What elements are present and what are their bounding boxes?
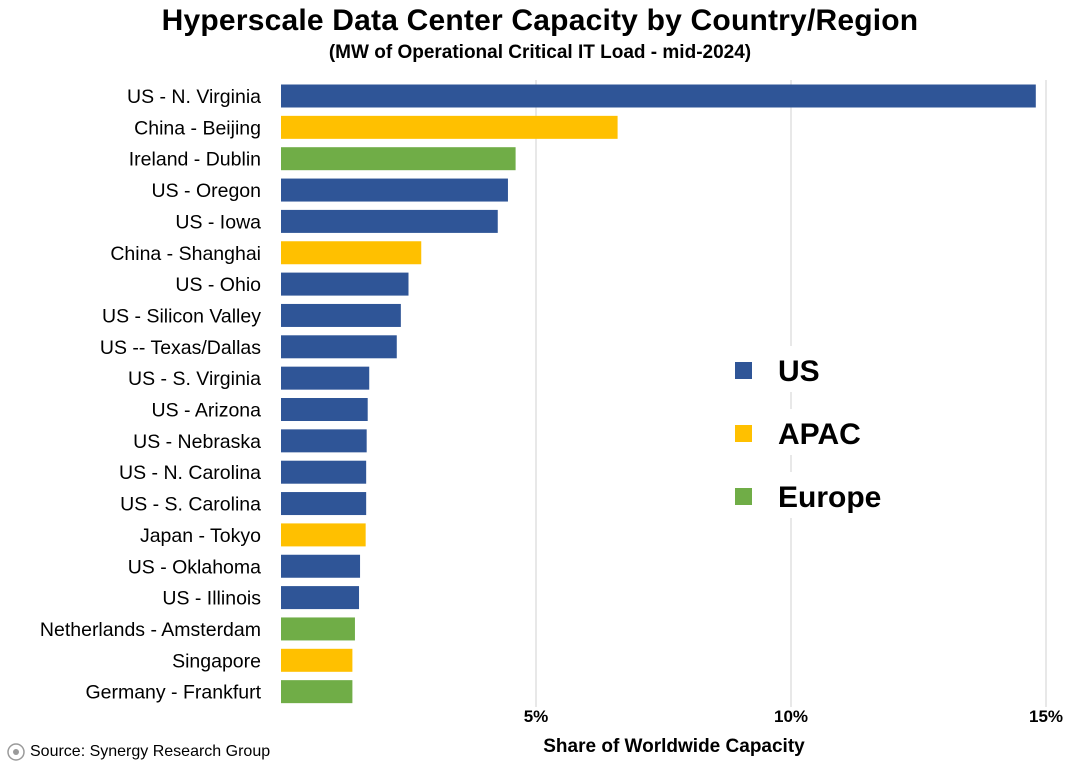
x-axis-ticks: 5% 10% 15% [524,707,1063,726]
tick-label-1: 10% [774,707,808,726]
bar-1 [281,115,618,139]
category-label-17: Netherlands - Amsterdam [40,619,261,641]
gridlines [535,80,1047,707]
category-label-4: US - Iowa [175,211,261,233]
legend-swatch-1 [735,425,752,442]
watermark-icon [7,743,25,761]
legend-backdrop-0 [729,346,899,392]
category-label-18: Singapore [172,650,261,672]
tick-label-0: 5% [524,707,549,726]
category-label-5: China - Shanghai [110,243,261,265]
legend-swatch-0 [735,362,752,379]
bar-12 [281,460,367,484]
category-labels: US - N. Virginia China - Beijing Ireland -… [40,86,262,704]
x-axis-title: Share of Worldwide Capacity [543,736,805,757]
legend-label-1: APAC [778,418,861,451]
legend-swatch-2 [735,488,752,505]
bar-7 [281,303,401,327]
bar-16 [281,586,360,610]
legend-label-2: Europe [778,481,881,514]
category-label-8: US -- Texas/Dallas [100,337,261,359]
category-label-2: Ireland - Dublin [129,149,261,171]
bars [281,84,1036,704]
legend-backdrop-1 [729,409,899,455]
legend-backdrop-2 [729,472,899,518]
bar-5 [281,241,422,265]
category-label-13: US - S. Carolina [120,494,261,516]
bar-3 [281,178,508,202]
bar-19 [281,680,353,704]
category-label-6: US - Ohio [175,274,261,296]
bar-0 [281,84,1036,108]
bar-6 [281,272,409,296]
category-label-14: Japan - Tokyo [140,525,261,547]
tick-label-2: 15% [1029,707,1063,726]
category-label-10: US - Arizona [152,400,262,422]
bar-14 [281,523,366,547]
bar-18 [281,648,353,672]
category-label-16: US - Illinois [162,588,261,610]
category-label-12: US - N. Carolina [119,462,261,484]
bar-9 [281,366,370,390]
bar-10 [281,398,368,421]
category-label-9: US - S. Virginia [128,368,261,390]
bar-2 [281,147,516,171]
bar-8 [281,335,397,359]
chart-subtitle: (MW of Operational Critical IT Load - mi… [328,42,752,63]
category-label-19: Germany - Frankfurt [85,682,261,704]
bar-13 [281,492,367,516]
legend: US APAC Europe [729,346,899,518]
category-label-0: US - N. Virginia [127,86,261,108]
bar-4 [281,209,498,233]
category-label-7: US - Silicon Valley [102,305,261,327]
chart-title: Hyperscale Data Center Capacity by Count… [161,4,919,37]
category-label-3: US - Oregon [152,180,261,202]
bar-17 [281,617,355,641]
category-label-15: US - Oklahoma [128,556,261,578]
category-label-1: China - Beijing [134,117,261,139]
legend-label-0: US [778,355,820,388]
category-label-11: US - Nebraska [133,431,261,453]
bar-11 [281,429,367,453]
bar-15 [281,554,361,578]
source-note: Source: Synergy Research Group [30,743,271,760]
